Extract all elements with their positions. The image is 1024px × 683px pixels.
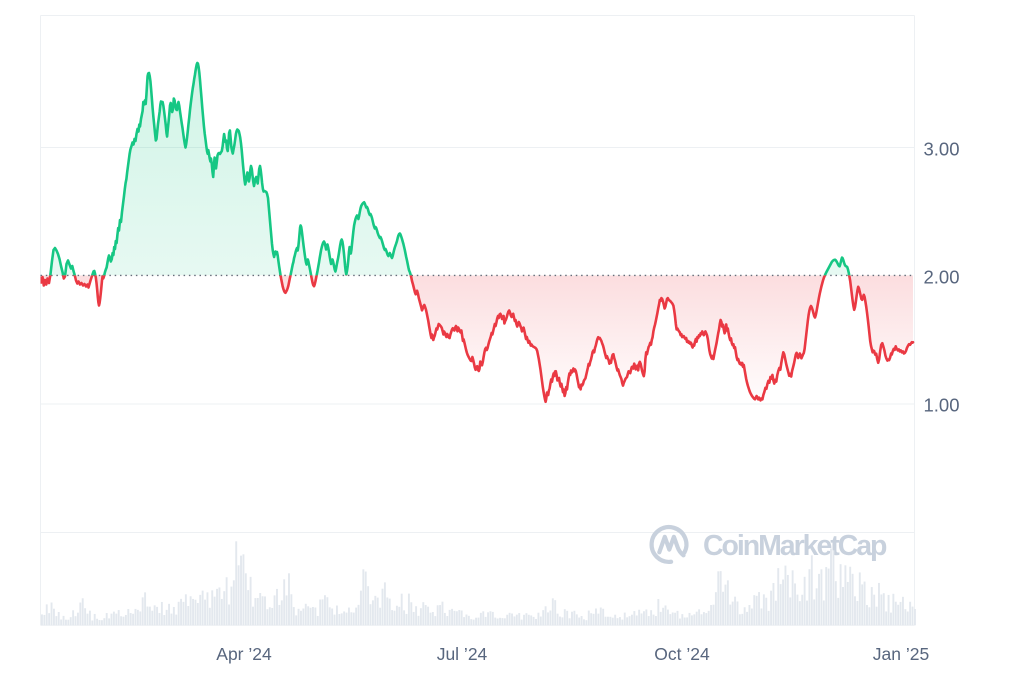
svg-text:CoinMarketCap: CoinMarketCap <box>703 530 887 562</box>
svg-text:Jul ’24: Jul ’24 <box>437 644 488 664</box>
svg-text:1.00: 1.00 <box>924 395 960 416</box>
svg-text:Oct ’24: Oct ’24 <box>654 644 710 664</box>
svg-text:2.00: 2.00 <box>924 267 960 288</box>
svg-text:3.00: 3.00 <box>924 139 960 160</box>
svg-text:Jan ’25: Jan ’25 <box>873 644 929 664</box>
svg-text:Apr ’24: Apr ’24 <box>216 644 272 664</box>
